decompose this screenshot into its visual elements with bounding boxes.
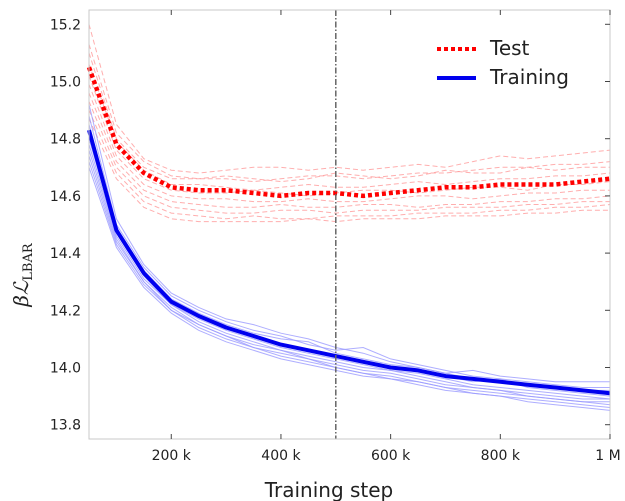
x-tick-label: 600 k: [371, 448, 411, 464]
training-run-line-8: [88, 161, 611, 408]
x-tick-label: 800 k: [481, 448, 521, 464]
x-tick-label: 400 k: [261, 448, 301, 464]
test-run-line-6: [88, 92, 611, 208]
y-tick-label: 14.6: [50, 189, 81, 205]
y-tick-label: 14.2: [50, 303, 81, 319]
test-run-line-2: [88, 52, 610, 183]
y-tick-label: 14.8: [50, 132, 81, 148]
x-tick-label: 200 k: [152, 448, 192, 464]
y-axis-label: βℒLBAR: [9, 242, 36, 308]
training-run-line-0: [88, 104, 610, 383]
training-run-line-3: [88, 132, 611, 397]
x-tick-label: 1 M: [595, 448, 620, 464]
test-run-line-1: [88, 44, 611, 183]
series-line-training: [87, 129, 611, 396]
y-axis-ticks: 13.8 14.0 14.2 14.4 14.6 14.8 15.0 15.2: [50, 17, 610, 434]
legend-training-label: Training: [489, 65, 569, 89]
y-tick-label: 15.2: [50, 17, 81, 33]
test-run-line-0: [88, 24, 611, 174]
plot-frame: [88, 9, 611, 440]
x-axis-ticks: 200 k 400 k 600 k 800 k 1 M: [152, 10, 621, 464]
training-run-line-9: [88, 167, 611, 411]
training-run-line-6: [88, 149, 610, 403]
training-run-line-5: [88, 144, 610, 400]
test-run-line-8: [88, 109, 611, 220]
test-run-line-9: [88, 118, 610, 223]
y-axis-label-main: βℒ: [9, 280, 33, 308]
legend: Test Training: [437, 36, 569, 89]
test-run-line-4: [88, 75, 611, 197]
y-tick-label: 13.8: [50, 418, 81, 434]
y-axis-label-subscript: LBAR: [21, 242, 36, 281]
y-tick-label: 14.0: [50, 361, 81, 377]
y-tick-label: 14.4: [50, 246, 81, 262]
test-run-line-5: [88, 84, 610, 203]
test-runs-group: [88, 24, 611, 223]
test-run-line-7: [88, 101, 610, 214]
legend-test-label: Test: [489, 36, 530, 60]
x-axis-label: Training step: [264, 478, 394, 501]
main-series-group: [86, 66, 611, 396]
test-run-line-3: [88, 64, 611, 191]
series-line-test: [86, 66, 611, 199]
y-tick-label: 15.0: [50, 75, 81, 91]
training-run-line-1: [88, 115, 610, 388]
training-runs-group: [88, 104, 611, 411]
